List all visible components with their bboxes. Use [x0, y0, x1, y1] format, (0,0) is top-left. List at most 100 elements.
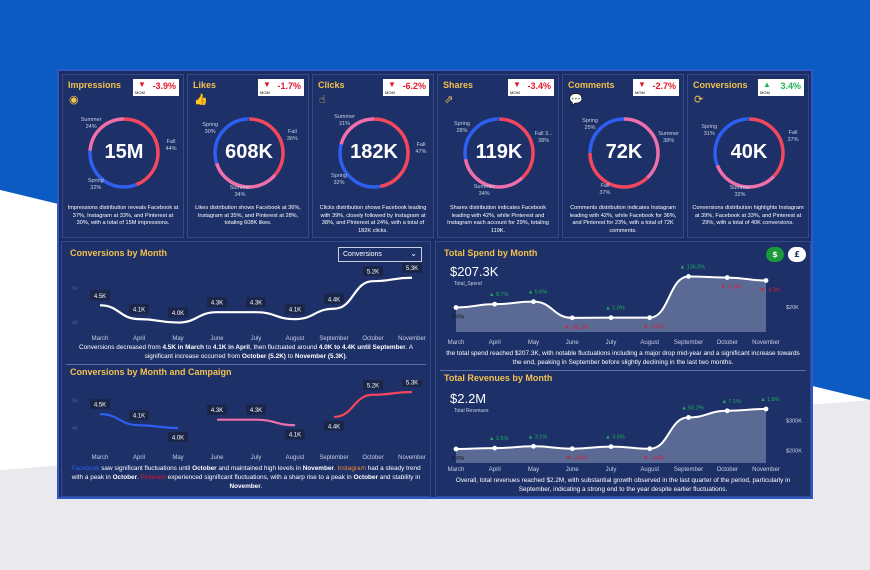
- change-label: ▲ 7.1%: [721, 399, 741, 405]
- dropdown-value: Conversions: [343, 251, 382, 258]
- x-tick-label: March: [92, 336, 109, 342]
- kpi-card-shares[interactable]: Shares ⇗ ▼ -3.4% MOM 119K Shares distribut…: [437, 74, 559, 238]
- data-label: 4.3K: [250, 408, 262, 414]
- change-label: ▲ 3.1%: [528, 434, 548, 440]
- y-tick-label: $20K: [786, 305, 799, 311]
- change-label: ▼ -4.3%: [759, 288, 780, 294]
- card-total: 40K: [730, 141, 768, 163]
- x-tick-label: September: [319, 455, 348, 461]
- kpi-card-likes[interactable]: Likes 👍 ▼ -1.7% MOM 608K Likes distributio…: [187, 74, 309, 238]
- data-label-bg: [207, 404, 227, 415]
- series-line-facebook: [99, 413, 179, 430]
- comment-icon: 💬: [569, 93, 583, 106]
- x-tick-label: September: [674, 467, 703, 473]
- x-tick-label: May: [172, 336, 183, 342]
- mom-badge: ▼ -3.9% MOM: [133, 79, 179, 96]
- donut-segment-summer[interactable]: [213, 117, 285, 189]
- total-spend-summary: the total spend reached $207.3K, with no…: [446, 350, 800, 366]
- donut-segment-spring[interactable]: [463, 117, 535, 189]
- pound-toggle[interactable]: £: [788, 247, 806, 262]
- data-point[interactable]: [724, 275, 730, 280]
- data-point[interactable]: [647, 446, 653, 452]
- pointer-click-icon: ☝: [319, 93, 326, 106]
- donut-segment-spring[interactable]: [713, 117, 785, 189]
- data-point[interactable]: [569, 315, 575, 321]
- data-label-bg: [246, 297, 266, 308]
- conversions-by-month-title: Conversions by Month: [70, 248, 168, 258]
- data-point[interactable]: [531, 299, 536, 305]
- total-revenues-summary: Overall, total revenues reached $2.2M, w…: [455, 477, 791, 493]
- x-tick-label: July: [606, 340, 617, 346]
- change-label: ▼ -35.1%: [564, 325, 589, 331]
- dashboard: Impressions ◉ ▼ -3.9% MOM 15M Impressions …: [57, 69, 813, 499]
- card-description: Comments distribution indicates Instagra…: [569, 205, 677, 234]
- card-total: 182K: [350, 141, 398, 163]
- donut-segment-spring[interactable]: [213, 117, 285, 189]
- data-point[interactable]: [608, 315, 614, 321]
- kpi-card-conversions[interactable]: Conversions ⟳ ▲ 3.4% MOM 40K Conversions d…: [687, 74, 809, 238]
- data-point[interactable]: [686, 415, 691, 420]
- mom-value: -3.9%: [152, 81, 176, 91]
- data-label: 4.4K: [328, 297, 340, 303]
- data-point[interactable]: [569, 446, 575, 452]
- x-tick-label: November: [752, 467, 780, 473]
- data-point[interactable]: [492, 301, 498, 307]
- data-point[interactable]: [763, 278, 769, 283]
- x-tick-label: October: [717, 340, 738, 346]
- chevron-down-icon: ⌄: [410, 249, 417, 258]
- card-title: Clicks: [318, 80, 345, 90]
- x-tick-label: March: [448, 340, 465, 346]
- data-point[interactable]: [492, 445, 498, 451]
- x-tick-label: May: [172, 455, 183, 461]
- kpi-card-clicks[interactable]: Clicks ☝ ▼ -6.2% MOM 182K Clicks distribut…: [312, 74, 434, 238]
- y-tick-label: $200K: [786, 449, 802, 455]
- share-icon: ⇗: [444, 93, 454, 106]
- donut-segment-spring[interactable]: [588, 117, 660, 189]
- donut-segment-summer[interactable]: [463, 117, 535, 189]
- data-point[interactable]: [453, 446, 459, 452]
- donut-segment-summer[interactable]: [338, 117, 410, 189]
- data-point[interactable]: [531, 443, 536, 449]
- total-revenues-value: $2.2M: [450, 391, 487, 406]
- data-label: 4.3K: [250, 301, 262, 307]
- conversions-by-campaign-chart: 5K 4K 4.5K 4.1K 4.0K 4.3K 4.3K 4.1K 4.4K 5.2K 5.3K…: [72, 380, 426, 461]
- y-tick-label: 4K: [72, 426, 79, 432]
- metric-dropdown[interactable]: Conversions ⌄: [338, 247, 422, 262]
- mom-value: 3.4%: [780, 81, 801, 91]
- data-label-bg: [285, 429, 305, 440]
- season-donut-chart: [463, 117, 535, 189]
- data-point[interactable]: [686, 274, 691, 279]
- x-tick-label: August: [286, 336, 305, 342]
- donut-segment-spring[interactable]: [88, 117, 160, 189]
- x-tick-label: April: [133, 455, 145, 461]
- conversions-by-campaign-summary: Facebook saw significant fluctuations un…: [71, 465, 421, 490]
- donut-label-fall: Fall 47%: [415, 142, 427, 156]
- season-donut-chart: [713, 117, 785, 189]
- mom-label: MOM: [135, 90, 145, 95]
- data-point[interactable]: [608, 444, 614, 449]
- donut-label-summer: Summer 32%: [729, 185, 751, 199]
- data-point[interactable]: [763, 406, 769, 412]
- divider: [440, 370, 806, 371]
- x-tick-label: March: [92, 455, 109, 461]
- data-label: 4.1K: [289, 308, 301, 314]
- data-point[interactable]: [724, 408, 730, 414]
- donut-segment-fall[interactable]: [588, 117, 660, 189]
- change-label: ▲ 1.5%: [489, 436, 509, 442]
- data-label-bg: [363, 380, 383, 390]
- change-label: ▲ 1.0%: [605, 306, 625, 312]
- x-tick-label: June: [210, 336, 224, 342]
- donut-label-spring: Spring 32%: [331, 173, 347, 187]
- donut-segment-summer[interactable]: [88, 117, 160, 189]
- kpi-card-comments[interactable]: Comments 💬 ▼ -2.7% MOM 72K Comments distri…: [562, 74, 684, 238]
- donut-segment-spring[interactable]: [338, 117, 410, 189]
- x-tick-label: September: [319, 336, 348, 342]
- data-point[interactable]: [453, 305, 459, 310]
- x-tick-label: June: [566, 340, 580, 346]
- donut-segment-summer[interactable]: [713, 117, 785, 189]
- mom-label: MOM: [760, 90, 770, 95]
- data-point[interactable]: [647, 315, 653, 321]
- dollar-toggle[interactable]: $: [766, 247, 784, 262]
- kpi-card-impressions[interactable]: Impressions ◉ ▼ -3.9% MOM 15M Impressions …: [62, 74, 184, 238]
- change-label: ▲ 3.5%: [605, 435, 625, 441]
